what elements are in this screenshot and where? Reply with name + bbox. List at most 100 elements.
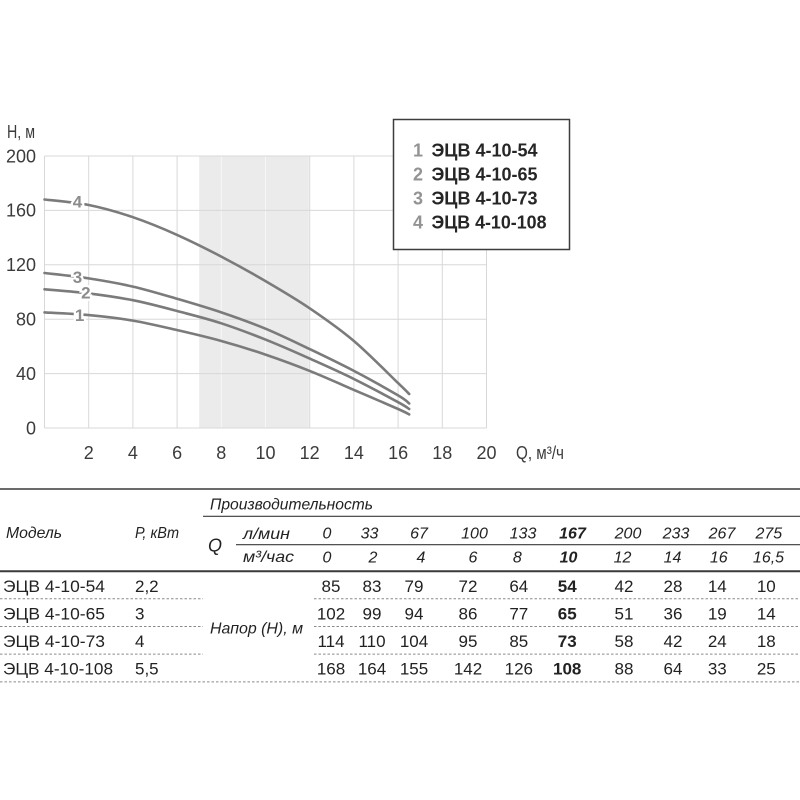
svg-text:2: 2	[81, 284, 90, 303]
svg-text:2: 2	[84, 443, 94, 463]
svg-text:ЭЦВ 4-10-65: ЭЦВ 4-10-65	[3, 604, 105, 623]
svg-text:16,5: 16,5	[753, 550, 784, 567]
svg-text:86: 86	[459, 604, 478, 623]
svg-text:51: 51	[615, 604, 634, 623]
svg-text:160: 160	[6, 201, 36, 221]
svg-text:1: 1	[75, 306, 84, 325]
svg-text:108: 108	[553, 659, 581, 678]
svg-text:Модель: Модель	[6, 525, 62, 542]
svg-text:142: 142	[454, 659, 482, 678]
svg-text:79: 79	[405, 577, 424, 596]
svg-text:2: 2	[368, 550, 378, 567]
svg-text:65: 65	[558, 604, 577, 623]
svg-text:164: 164	[358, 659, 386, 678]
svg-text:Напор (Н), м: Напор (Н), м	[210, 621, 303, 638]
svg-text:Производительность: Производительность	[210, 497, 373, 514]
svg-text:8: 8	[513, 550, 522, 567]
svg-text:10: 10	[757, 577, 776, 596]
svg-text:133: 133	[510, 526, 537, 543]
svg-text:ЭЦВ 4-10-108: ЭЦВ 4-10-108	[3, 659, 113, 678]
svg-text:200: 200	[614, 526, 642, 543]
svg-text:233: 233	[662, 526, 690, 543]
svg-text:64: 64	[664, 659, 683, 678]
svg-text:18: 18	[757, 632, 776, 651]
svg-text:85: 85	[509, 632, 528, 651]
svg-text:6: 6	[172, 443, 182, 463]
svg-text:3: 3	[73, 268, 82, 287]
svg-text:67: 67	[410, 526, 429, 543]
svg-text:H, м: H, м	[7, 122, 35, 142]
svg-text:110: 110	[358, 632, 385, 651]
svg-text:85: 85	[322, 577, 341, 596]
svg-text:Q: Q	[208, 536, 222, 556]
svg-text:18: 18	[432, 443, 452, 463]
svg-text:120: 120	[6, 255, 36, 275]
svg-text:19: 19	[708, 604, 727, 623]
svg-text:8: 8	[216, 443, 226, 463]
svg-text:ЭЦВ 4-10-54: ЭЦВ 4-10-54	[3, 577, 105, 596]
svg-text:14: 14	[708, 577, 727, 596]
svg-text:3: 3	[135, 604, 144, 623]
svg-text:12: 12	[614, 550, 632, 567]
svg-text:ЭЦВ 4-10-65: ЭЦВ 4-10-65	[432, 165, 538, 185]
svg-text:100: 100	[461, 526, 488, 543]
svg-text:3: 3	[413, 189, 423, 209]
svg-text:167: 167	[559, 526, 587, 543]
svg-text:4: 4	[417, 550, 426, 567]
svg-text:л/мин: л/мин	[242, 526, 290, 543]
svg-text:3: 3	[73, 268, 82, 287]
svg-text:4: 4	[135, 632, 144, 651]
svg-text:14: 14	[344, 443, 364, 463]
svg-text:4: 4	[128, 443, 138, 463]
svg-text:4: 4	[73, 193, 83, 212]
svg-text:ЭЦВ 4-10-73: ЭЦВ 4-10-73	[432, 189, 538, 209]
svg-text:126: 126	[505, 659, 533, 678]
svg-text:58: 58	[615, 632, 634, 651]
svg-text:275: 275	[754, 526, 782, 543]
svg-text:80: 80	[16, 310, 36, 330]
svg-text:72: 72	[459, 577, 478, 596]
svg-text:14: 14	[664, 550, 682, 567]
svg-text:24: 24	[708, 632, 727, 651]
svg-text:64: 64	[509, 577, 528, 596]
svg-text:5,5: 5,5	[135, 659, 159, 678]
svg-text:114: 114	[317, 632, 344, 651]
svg-text:10: 10	[255, 443, 275, 463]
svg-text:2: 2	[81, 284, 90, 303]
svg-text:54: 54	[558, 577, 577, 596]
svg-text:83: 83	[363, 577, 382, 596]
svg-text:0: 0	[26, 418, 36, 438]
svg-text:1: 1	[75, 306, 84, 325]
svg-text:Р, кВт: Р, кВт	[135, 525, 179, 542]
svg-text:12: 12	[300, 443, 320, 463]
svg-text:Q, м³/ч: Q, м³/ч	[516, 443, 564, 463]
svg-text:42: 42	[664, 632, 683, 651]
svg-text:99: 99	[363, 604, 382, 623]
svg-text:94: 94	[405, 604, 424, 623]
svg-text:ЭЦВ 4-10-108: ЭЦВ 4-10-108	[432, 213, 547, 233]
svg-text:36: 36	[664, 604, 683, 623]
svg-text:25: 25	[757, 659, 776, 678]
svg-text:16: 16	[388, 443, 408, 463]
svg-text:14: 14	[757, 604, 776, 623]
svg-text:16: 16	[710, 550, 728, 567]
svg-text:33: 33	[361, 526, 379, 543]
svg-text:2,2: 2,2	[135, 577, 159, 596]
svg-text:73: 73	[558, 632, 577, 651]
svg-text:95: 95	[459, 632, 478, 651]
svg-text:28: 28	[664, 577, 683, 596]
svg-text:4: 4	[73, 193, 83, 212]
svg-text:2: 2	[413, 165, 423, 185]
svg-text:77: 77	[509, 604, 528, 623]
svg-text:10: 10	[560, 550, 578, 567]
svg-text:168: 168	[317, 659, 345, 678]
svg-text:104: 104	[400, 632, 428, 651]
svg-text:155: 155	[400, 659, 428, 678]
svg-text:33: 33	[708, 659, 727, 678]
svg-text:м³/час: м³/час	[243, 549, 294, 566]
svg-text:40: 40	[16, 364, 36, 384]
svg-text:4: 4	[413, 213, 423, 233]
svg-text:0: 0	[323, 526, 332, 543]
svg-text:1: 1	[413, 141, 423, 161]
svg-text:ЭЦВ 4-10-54: ЭЦВ 4-10-54	[432, 141, 538, 161]
